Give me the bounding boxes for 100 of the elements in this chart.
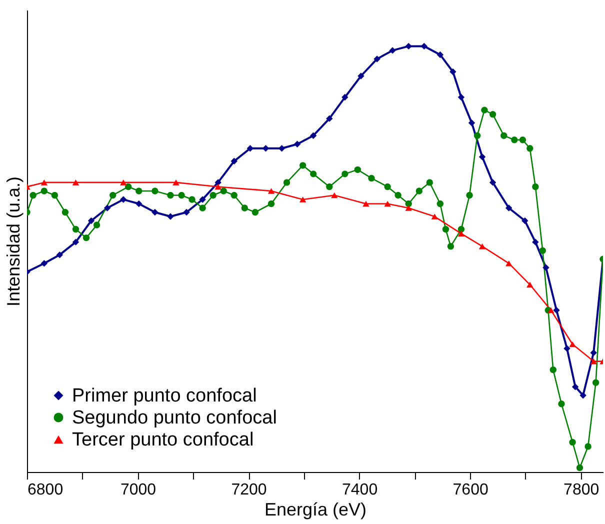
point <box>416 188 422 194</box>
point <box>125 183 132 190</box>
point <box>354 166 361 174</box>
point <box>199 196 206 203</box>
point <box>489 179 496 186</box>
point <box>592 379 600 386</box>
point <box>478 154 486 160</box>
point <box>167 213 174 220</box>
point <box>72 226 80 233</box>
point <box>299 162 306 169</box>
point <box>420 42 428 50</box>
point <box>88 217 95 224</box>
point <box>362 200 370 207</box>
point <box>532 238 539 246</box>
point <box>564 345 570 352</box>
legend-label: Primer punto confocal <box>72 386 257 406</box>
point <box>532 183 539 190</box>
point <box>152 208 158 216</box>
x-tick-label: 7400 <box>342 482 378 498</box>
point <box>326 115 333 122</box>
point <box>40 260 48 267</box>
point <box>500 132 508 139</box>
point <box>331 192 338 198</box>
point <box>478 243 486 250</box>
point <box>505 260 512 266</box>
point <box>136 188 142 194</box>
point <box>436 51 444 58</box>
point <box>384 183 391 190</box>
point <box>590 349 597 356</box>
point <box>405 205 412 211</box>
y-axis-title: Intensidad (u.a.) <box>4 176 24 307</box>
point <box>358 72 364 80</box>
point <box>220 188 227 194</box>
point <box>558 400 565 408</box>
point <box>405 42 412 50</box>
point <box>188 196 196 203</box>
point <box>569 341 576 348</box>
x-tick-label: 7600 <box>452 482 488 498</box>
point <box>241 204 248 212</box>
point <box>172 180 180 186</box>
point <box>310 132 317 139</box>
point <box>93 222 100 228</box>
point <box>572 383 579 390</box>
point <box>489 110 496 118</box>
point <box>120 180 127 186</box>
point <box>40 188 48 194</box>
x-tick-label: 7000 <box>120 482 156 498</box>
point <box>72 238 80 246</box>
point <box>82 234 90 242</box>
point <box>342 170 348 178</box>
legend-label: Segundo punto confocal <box>72 408 277 428</box>
point <box>384 200 391 207</box>
point <box>458 226 465 233</box>
point <box>584 443 592 450</box>
point <box>590 358 597 364</box>
point <box>51 192 58 199</box>
point <box>40 180 48 186</box>
point <box>136 200 142 208</box>
point <box>522 217 528 224</box>
point <box>283 179 290 186</box>
point <box>268 200 275 208</box>
point <box>262 145 270 152</box>
point <box>374 56 380 62</box>
point <box>210 192 216 199</box>
x-tick-label: 7800 <box>564 482 600 498</box>
point <box>550 366 557 374</box>
point <box>466 192 473 199</box>
point <box>576 464 584 472</box>
point <box>62 208 69 216</box>
x-tick-label: 7200 <box>231 482 267 498</box>
point <box>519 136 526 144</box>
point <box>389 47 396 54</box>
point <box>299 196 306 202</box>
point <box>342 94 348 101</box>
point <box>268 188 275 194</box>
point <box>539 247 546 254</box>
point <box>442 226 450 233</box>
point <box>468 119 476 126</box>
point <box>474 132 481 139</box>
point <box>30 192 36 199</box>
point <box>458 230 465 236</box>
point <box>481 106 488 114</box>
point <box>580 392 586 399</box>
x-axis-title: Energía (eV) <box>264 500 367 520</box>
point <box>511 136 518 144</box>
point <box>553 306 560 314</box>
point <box>183 208 190 216</box>
point <box>214 184 222 190</box>
point <box>405 200 412 208</box>
point <box>426 179 433 186</box>
point <box>505 204 512 212</box>
point <box>447 242 454 250</box>
point <box>542 264 550 271</box>
point <box>294 140 301 148</box>
legend-label: Tercer punto confocal <box>72 430 254 450</box>
point <box>230 192 238 199</box>
x-tick-label: 6800 <box>28 482 64 498</box>
point <box>310 170 317 178</box>
point <box>230 158 238 165</box>
point <box>178 192 185 199</box>
